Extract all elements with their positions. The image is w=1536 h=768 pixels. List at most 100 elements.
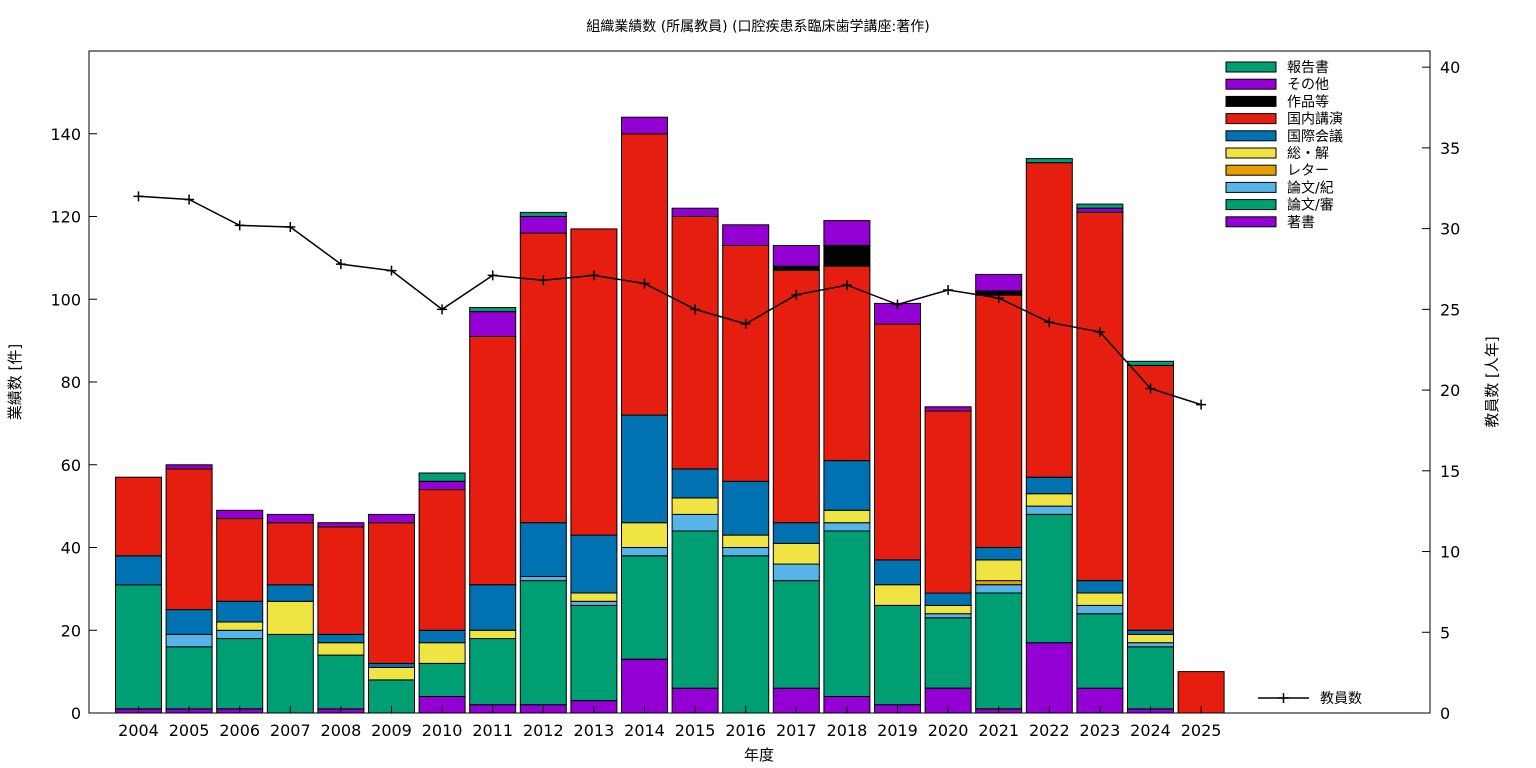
bar-2013-series-4 [570, 592, 618, 602]
bar-2013-series-5 [570, 534, 618, 594]
y-tick-label: 20 [61, 621, 81, 640]
bar-2010-series-8 [418, 480, 466, 491]
bar-2009-series-6 [368, 522, 415, 664]
bar-2019-series-5 [874, 559, 921, 586]
bar-2006-series-8 [216, 509, 264, 520]
bar-2004-series-1 [115, 584, 162, 710]
legend-swatch [1225, 130, 1277, 142]
bar-2021-series-1 [975, 592, 1023, 710]
faculty-point [184, 194, 195, 205]
bar-2008-series-6 [317, 526, 365, 635]
bar-2010-series-9 [418, 472, 466, 482]
x-tick-label: 2017 [776, 721, 817, 740]
legend-swatch [1225, 61, 1277, 73]
bar-2019-series-4 [874, 584, 921, 606]
bar-2014-series-1 [621, 555, 668, 660]
bar-2020-series-6 [924, 410, 972, 594]
x-tick-label: 2009 [371, 721, 412, 740]
bar-2018-series-8 [823, 220, 871, 246]
bar-2020-series-1 [924, 617, 972, 689]
bar-2011-series-8 [469, 311, 517, 338]
bar-2015-series-1 [671, 530, 719, 689]
bar-2007-series-8 [266, 513, 314, 524]
x-tick-label: 2010 [422, 721, 463, 740]
legend-swatch [1225, 216, 1277, 228]
bar-2007-series-1 [266, 633, 314, 714]
bar-2024-series-2 [1127, 642, 1174, 648]
bar-2005-series-5 [165, 609, 213, 635]
x-tick-label: 2006 [219, 721, 260, 740]
legend-label: レター [1287, 163, 1329, 179]
legend-label: 国際会議 [1287, 128, 1343, 145]
bar-2023-series-8 [1076, 207, 1124, 213]
bar-2011-series-1 [469, 638, 517, 706]
bar-2015-series-2 [671, 513, 719, 532]
faculty-point [588, 270, 599, 281]
bar-2007-series-5 [266, 584, 314, 602]
bar-2014-series-8 [621, 116, 668, 135]
bar-2012-series-2 [519, 576, 567, 582]
x-tick-label: 2014 [624, 721, 665, 740]
bar-2023-series-2 [1076, 604, 1124, 615]
bar-2024-series-4 [1127, 633, 1174, 644]
legend-swatch [1225, 78, 1277, 90]
x-tick-label: 2015 [675, 721, 716, 740]
legend-label: 論文/審 [1287, 198, 1334, 214]
bar-2008-series-8 [317, 522, 365, 528]
x-tick-label: 2022 [1029, 721, 1070, 740]
y2-axis-title: 教員数 [人年] [1483, 336, 1501, 427]
bar-2018-series-4 [823, 509, 871, 524]
bar-2011-series-5 [469, 584, 517, 631]
x-tick-label: 2016 [725, 721, 766, 740]
bar-2023-series-1 [1076, 613, 1124, 689]
bar-2012-series-1 [519, 580, 567, 706]
bar-2005-series-1 [165, 646, 213, 710]
bar-2021-series-6 [975, 294, 1023, 548]
bar-2017-series-1 [772, 580, 820, 689]
x-tick-label: 2020 [928, 721, 969, 740]
bar-2010-series-5 [418, 629, 466, 644]
bar-2023-series-5 [1076, 580, 1124, 594]
line-layer [133, 191, 1207, 410]
legend-line-label: 教員数 [1320, 691, 1362, 707]
bar-2022-series-2 [1025, 505, 1073, 515]
x-tick-label: 2018 [827, 721, 868, 740]
bar-2021-series-2 [975, 584, 1023, 594]
bar-2011-series-6 [469, 336, 517, 586]
y-tick-label: 100 [50, 290, 81, 309]
faculty-point [386, 265, 397, 276]
bar-2009-series-5 [368, 662, 415, 669]
bar-2011-series-9 [469, 307, 517, 313]
faculty-point [437, 304, 448, 315]
bar-2012-series-9 [519, 211, 567, 217]
x-tick-label: 2008 [321, 721, 362, 740]
bar-2008-series-4 [317, 642, 365, 656]
bar-2021-series-4 [975, 559, 1023, 582]
bar-2005-series-2 [165, 633, 213, 648]
bar-2015-series-6 [671, 216, 719, 470]
bar-2022-series-9 [1025, 158, 1073, 164]
legend-label: 報告書 [1287, 60, 1329, 76]
bar-2010-series-6 [418, 489, 466, 631]
bar-2018-series-6 [823, 265, 871, 462]
faculty-point [1094, 326, 1105, 337]
bar-2007-series-6 [266, 522, 314, 586]
bar-2017-series-4 [772, 542, 820, 565]
bar-2010-series-4 [418, 642, 466, 664]
x-tick-label: 2023 [1080, 721, 1121, 740]
faculty-point [639, 278, 650, 289]
bar-2013-series-6 [570, 228, 618, 536]
x-tick-label: 2004 [118, 721, 159, 740]
bar-2018-series-7 [823, 245, 871, 267]
bar-2014-series-4 [621, 522, 668, 549]
legend-swatch [1225, 95, 1277, 107]
y2-tick-label: 30 [1440, 220, 1460, 239]
y2-tick-label: 15 [1440, 462, 1460, 481]
bar-2014-series-2 [621, 547, 668, 557]
faculty-point [487, 270, 498, 281]
faculty-point [1196, 399, 1207, 410]
bar-2022-series-4 [1025, 493, 1073, 507]
bar-2020-series-5 [924, 592, 972, 606]
bar-2018-series-2 [823, 522, 871, 532]
bar-2012-series-5 [519, 522, 567, 578]
